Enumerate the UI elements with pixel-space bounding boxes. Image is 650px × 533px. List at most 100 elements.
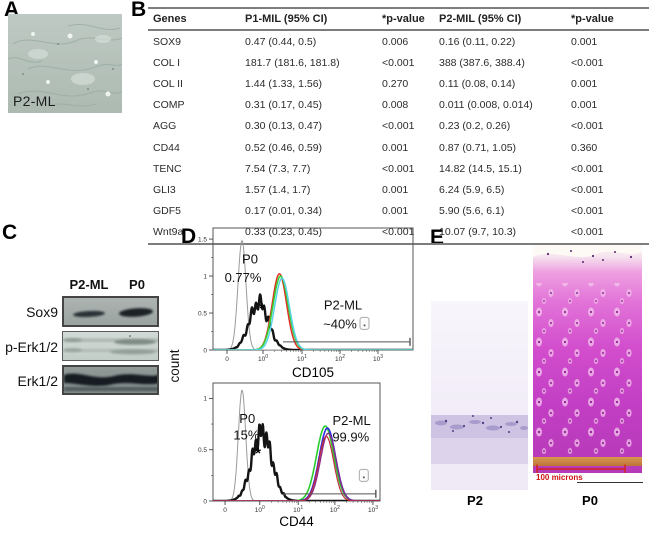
table-cell: COL I (153, 56, 181, 69)
table-cell: 0.008 (382, 99, 409, 112)
table-cell: 0.001 (571, 99, 598, 112)
table-cell: 7.54 (7.3, 7.7) (245, 162, 311, 175)
table-cell: <0.001 (382, 226, 415, 239)
blot-label-erk: Erk1/2 (17, 373, 58, 389)
blot-strip-sox9 (62, 296, 159, 327)
x-tick-label: 100 (255, 505, 265, 514)
x-tick-label: 0 (225, 356, 229, 363)
y-tick-label: 0.5 (198, 310, 207, 317)
series-p2-ml-cd44-rep4 (213, 435, 380, 501)
table-column-header: Genes (148, 8, 245, 31)
table-cell: 0.16 (0.11, 0.22) (439, 35, 516, 48)
x-tick-label: 102 (335, 354, 345, 363)
blot-strip-erk (62, 365, 159, 395)
table-row: SOX9 0.47 (0.44, 0.5) 0.006 0.16 (0.11, 0.2… (148, 30, 649, 52)
histology-label-p0: P0 (582, 493, 598, 508)
table-cell: <0.001 (571, 162, 604, 175)
series-unstained-control (213, 389, 380, 501)
table-cell: 10.07 (9.7, 10.3) (439, 226, 517, 239)
annotation: P0 (242, 251, 258, 266)
table-cell: TENC (153, 162, 182, 175)
histology-image-p2 (431, 301, 528, 490)
table-cell: 0.52 (0.46, 0.59) (245, 141, 323, 154)
table-cell: 0.270 (382, 77, 409, 90)
table-header-row: Genes P1-MIL (95% CI) *p-value P2-MIL (95% … (148, 8, 649, 31)
micrograph-label: P2-ML (13, 93, 56, 109)
micrograph-p2ml: P2-ML (8, 14, 122, 113)
table-row: GDF5 0.17 (0.01, 0.34) 0.001 5.90 (5.6, 6.1… (148, 201, 649, 222)
table-row: Wnt9a 0.33 (0.23, 0.45) <0.001 10.07 (9.7, … (148, 222, 649, 244)
panel-letter-d: D (181, 225, 197, 248)
table-cell: 0.001 (382, 183, 409, 196)
table-cell: 0.23 (0.2, 0.26) (439, 120, 511, 133)
table-column-header: P1-MIL (95% CI) (245, 8, 382, 31)
annotation: 99.9% (332, 429, 369, 444)
blot-strip-p-erk (62, 331, 159, 361)
table-cell: 0.17 (0.01, 0.34) (245, 205, 323, 218)
gate-marker-box (358, 468, 369, 482)
table-cell: 0.87 (0.71, 1.05) (439, 141, 517, 154)
table-column-header: *p-value (382, 8, 439, 31)
x-tick-label: 103 (373, 354, 383, 363)
table-cell: 0.001 (382, 205, 409, 218)
annotation: P0 (239, 411, 255, 426)
table-cell: 6.24 (5.9, 6.5) (439, 183, 505, 196)
table-cell: 5.90 (5.6, 6.1) (439, 205, 505, 218)
gene-expression-table: Genes P1-MIL (95% CI) *p-value P2-MIL (95% … (148, 7, 649, 245)
table-cell: <0.001 (382, 120, 415, 133)
blot-lane-label-p0: P0 (129, 277, 145, 292)
table-column-header: P2-MIL (95% CI) (439, 8, 571, 31)
table-cell: 0.001 (382, 141, 409, 154)
panel-letter-b: B (131, 0, 147, 21)
annotation: * (259, 300, 265, 317)
table-cell: GDF5 (153, 205, 182, 218)
table-cell: <0.001 (382, 56, 415, 69)
histology-label-p2: P2 (467, 493, 483, 508)
x-axis-label: CD105 (292, 365, 334, 380)
table-cell: CD44 (153, 141, 180, 154)
table-row: COL I 181.7 (181.6, 181.8) <0.001 388 (387.… (148, 52, 649, 73)
y-tick-label: 0 (203, 347, 207, 354)
blot-lane-label-p2ml: P2-ML (69, 277, 109, 292)
table-cell: Wnt9a (153, 226, 184, 239)
table-cell: 0.47 (0.44, 0.5) (245, 35, 317, 48)
series-unstained-control (213, 240, 413, 350)
y-tick-label: 1 (203, 396, 207, 403)
annotation: * (255, 445, 261, 462)
table-row: TENC 7.54 (7.3, 7.7) <0.001 14.82 (14.5, 15… (148, 158, 649, 179)
table-cell: 0.31 (0.17, 0.45) (245, 99, 323, 112)
y-tick-label: 1 (203, 273, 207, 280)
table-column-header: *p-value (571, 8, 649, 31)
table-cell: <0.001 (571, 183, 604, 196)
x-tick-label: 100 (258, 354, 268, 363)
annotation: 0.77% (225, 270, 262, 285)
x-tick-label: 101 (297, 354, 307, 363)
table-cell: 0.001 (571, 35, 598, 48)
table-row: COL II 1.44 (1.33, 1.56) 0.270 0.11 (0.08, … (148, 73, 649, 94)
annotation: 15% (233, 427, 259, 442)
panel-letter-c: C (2, 221, 18, 244)
table-cell: 388 (387.6, 388.4) (439, 56, 525, 69)
table-cell: GLI3 (153, 183, 176, 196)
table-cell: 0.001 (571, 77, 598, 90)
table-cell: 0.006 (382, 35, 409, 48)
x-axis-label: CD44 (279, 514, 314, 529)
table-cell: 1.57 (1.4, 1.7) (245, 183, 311, 196)
table-cell: 0.011 (0.008, 0.014) (439, 99, 533, 112)
y-tick-label: 0.5 (198, 447, 207, 454)
table-cell: 0.11 (0.08, 0.14) (439, 77, 516, 90)
table-cell: <0.001 (382, 162, 415, 175)
y-tick-label: 0 (203, 498, 207, 505)
table-cell: <0.001 (571, 205, 604, 218)
x-tick-label: 0 (223, 507, 227, 514)
blot-label-sox9: Sox9 (26, 304, 58, 320)
micrograph-cells-art (8, 14, 122, 113)
blot-label-perk: p-Erk1/2 (5, 339, 58, 355)
table-row: GLI3 1.57 (1.4, 1.7) 0.001 6.24 (5.9, 6.5) <… (148, 179, 649, 200)
table-cell: COL II (153, 77, 183, 90)
table-cell: 14.82 (14.5, 15.1) (439, 162, 522, 175)
annotation: P2-ML (324, 297, 362, 312)
scale-bar-rule (577, 482, 643, 483)
annotation: P2-ML (332, 413, 370, 428)
